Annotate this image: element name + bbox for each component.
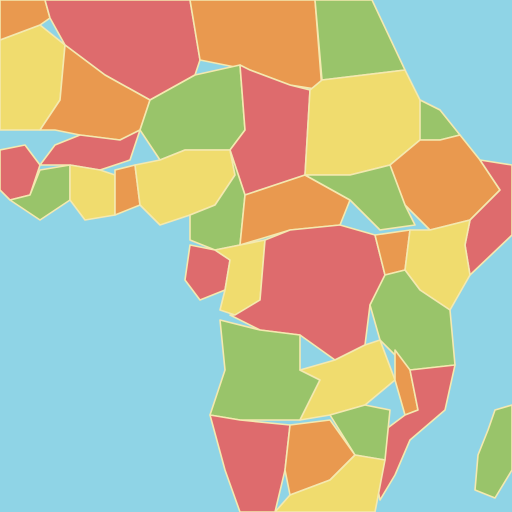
- region-zimbabwe[interactable]: [329, 404, 391, 461]
- region-south-africa[interactable]: [274, 454, 386, 512]
- region-south-sudan[interactable]: [304, 164, 416, 231]
- region-madagascar[interactable]: [474, 404, 512, 499]
- region-central-african-republic[interactable]: [239, 174, 351, 246]
- region-mozambique[interactable]: [371, 364, 456, 501]
- region-zambia[interactable]: [299, 339, 396, 421]
- region-namibia[interactable]: [209, 414, 291, 512]
- region-morocco-coast[interactable]: [0, 0, 51, 41]
